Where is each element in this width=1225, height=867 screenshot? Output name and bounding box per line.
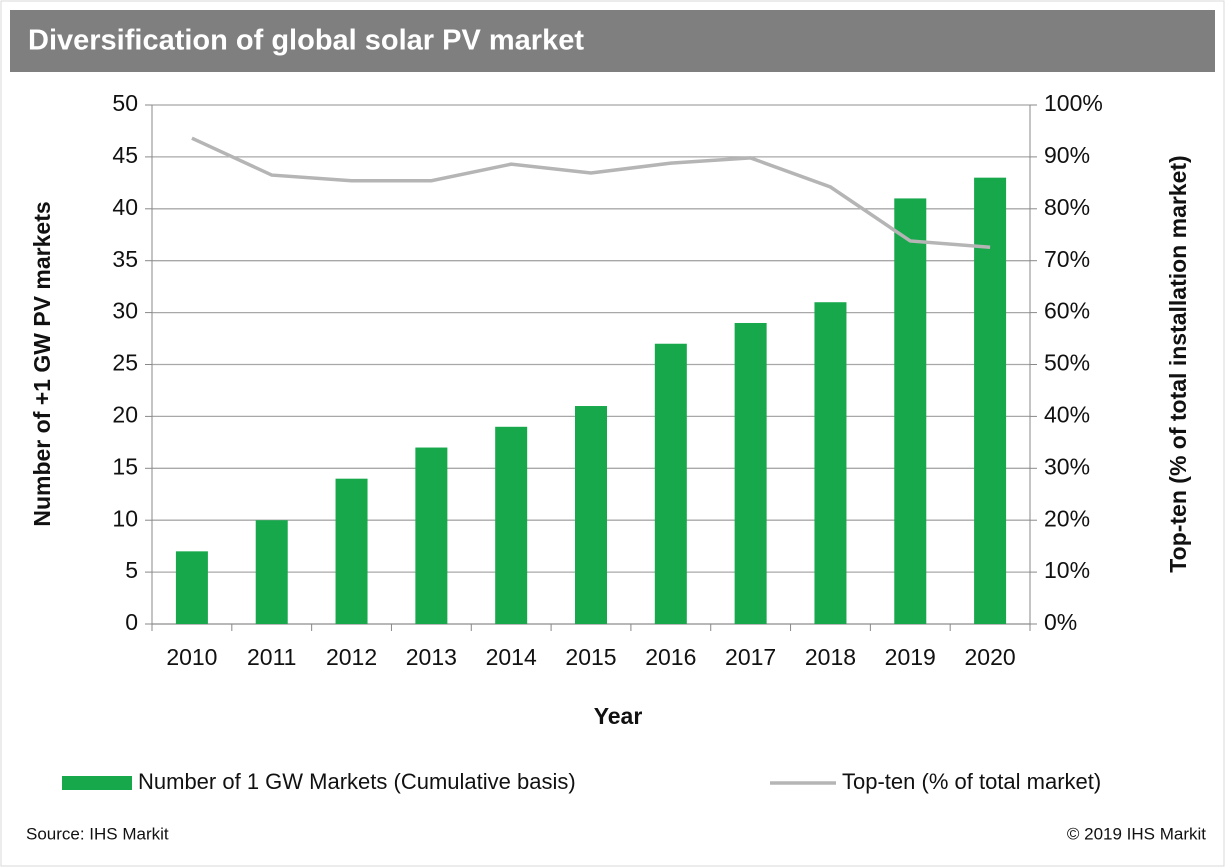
- bar: [415, 447, 448, 624]
- y-tick-label: 25: [112, 350, 138, 376]
- x-tick-label: 2010: [166, 644, 217, 670]
- bar: [974, 177, 1007, 624]
- bar: [814, 302, 847, 624]
- x-axis-title: Year: [594, 703, 643, 729]
- y-tick-label: 15: [112, 453, 138, 479]
- y2-tick-label: 20%: [1044, 505, 1090, 531]
- x-tick-label: 2019: [885, 644, 936, 670]
- y-axis-title: Number of +1 GW PV markets: [29, 201, 55, 526]
- bar: [175, 551, 208, 624]
- y-tick-label: 0: [125, 609, 138, 635]
- y2-tick-label: 0%: [1044, 609, 1077, 635]
- y-tick-label: 5: [125, 557, 138, 583]
- legend-label: Number of 1 GW Markets (Cumulative basis…: [138, 769, 576, 794]
- x-tick-label: 2012: [326, 644, 377, 670]
- y2-tick-label: 60%: [1044, 298, 1090, 324]
- y2-tick-label: 10%: [1044, 557, 1090, 583]
- x-tick-label: 2015: [565, 644, 616, 670]
- y2-tick-label: 40%: [1044, 401, 1090, 427]
- title-bar: [10, 10, 1215, 72]
- y-tick-label: 10: [112, 505, 138, 531]
- bar: [894, 198, 927, 625]
- y2-tick-label: 90%: [1044, 142, 1090, 168]
- y-tick-label: 45: [112, 142, 138, 168]
- x-tick-label: 2016: [645, 644, 696, 670]
- y2-tick-label: 80%: [1044, 194, 1090, 220]
- bar: [575, 406, 607, 624]
- x-tick-label: 2018: [805, 644, 856, 670]
- bar: [734, 322, 767, 624]
- y2-tick-label: 30%: [1044, 453, 1090, 479]
- bar: [335, 478, 368, 624]
- source: Source: IHS Markit: [26, 824, 169, 843]
- y2-tick-label: 50%: [1044, 350, 1090, 376]
- chart-title: Diversification of global solar PV marke…: [28, 25, 584, 57]
- bar: [255, 520, 288, 624]
- y-tick-label: 30: [112, 298, 138, 324]
- x-tick-label: 2013: [406, 644, 457, 670]
- x-tick-label: 2020: [965, 644, 1016, 670]
- x-tick-label: 2014: [486, 644, 537, 670]
- y2-axis-title: Top-ten (% of total installation market): [1165, 155, 1191, 572]
- x-tick-label: 2017: [725, 644, 776, 670]
- y-tick-label: 40: [112, 194, 138, 220]
- bar: [495, 426, 528, 624]
- legend-label: Top-ten (% of total market): [842, 769, 1101, 794]
- x-tick-label: 2011: [247, 644, 296, 670]
- y2-tick-label: 100%: [1044, 90, 1103, 116]
- copyright: © 2019 IHS Markit: [1067, 824, 1206, 843]
- y-tick-label: 50: [112, 90, 138, 116]
- bar: [654, 343, 687, 624]
- y2-tick-label: 70%: [1044, 246, 1090, 272]
- legend-swatch: [62, 776, 132, 790]
- line: [191, 136, 991, 249]
- y-tick-label: 20: [112, 401, 138, 427]
- y-tick-label: 35: [112, 246, 138, 272]
